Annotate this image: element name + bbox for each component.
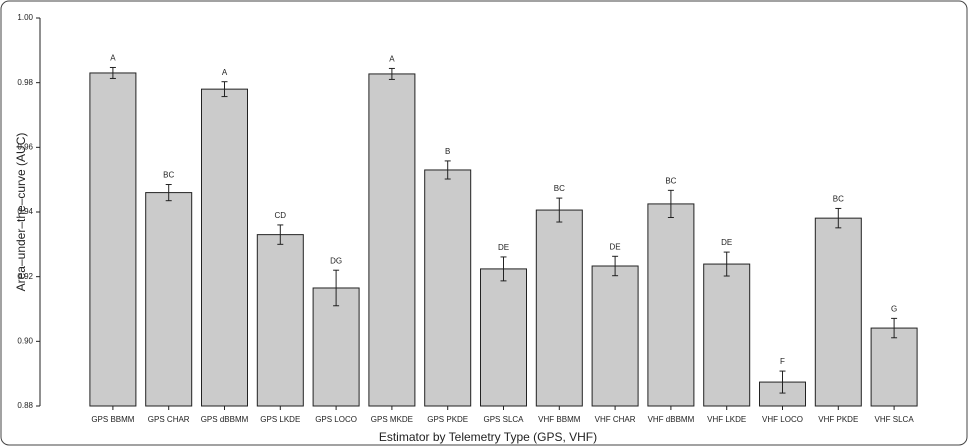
group-letter: A: [389, 55, 395, 64]
y-tick-label: 0.88: [17, 401, 33, 410]
group-letter: A: [222, 68, 228, 77]
x-tick-label: VHF LKDE: [707, 415, 746, 424]
x-tick-label: VHF SLCA: [875, 415, 915, 424]
x-axis-label: Estimator by Telemetry Type (GPS, VHF): [379, 430, 597, 444]
bar: [480, 268, 527, 407]
bar: [145, 192, 193, 407]
bar: [814, 217, 862, 407]
bar: [647, 203, 695, 407]
x-tick-label: GPS SLCA: [483, 415, 524, 424]
x-tick-label: GPS LKDE: [260, 415, 300, 424]
bar: [703, 263, 751, 407]
x-tick-label: VHF dBBMM: [648, 415, 695, 424]
y-tick-label: 0.90: [17, 336, 33, 345]
group-letter: B: [445, 147, 450, 156]
bar: [591, 265, 639, 407]
x-tick-label: GPS BBMM: [91, 415, 134, 424]
bar: [201, 88, 248, 407]
x-tick-label: GPS MKDE: [371, 415, 413, 424]
x-tick-label: GPS LOCO: [315, 415, 357, 424]
x-tick-label: GPS PKDE: [427, 415, 468, 424]
group-letter: BC: [665, 176, 676, 185]
group-letter: DE: [721, 238, 732, 247]
y-axis-label: Area–under–the–curve (AUC): [14, 133, 28, 292]
y-tick-label: 0.92: [17, 272, 33, 281]
bar: [368, 73, 416, 407]
group-letter: F: [780, 357, 785, 366]
bar: [424, 169, 472, 407]
y-tick-label: 0.94: [17, 207, 33, 216]
group-letter: A: [110, 54, 116, 63]
group-letter: DE: [610, 242, 621, 251]
y-tick-label: 0.96: [17, 142, 33, 151]
x-tick-label: VHF CHAR: [595, 415, 636, 424]
group-letter: DG: [330, 256, 342, 265]
group-letter: BC: [833, 195, 844, 204]
x-tick-label: VHF BBMM: [538, 415, 581, 424]
bar: [535, 209, 583, 407]
group-letter: CD: [275, 211, 287, 220]
bar: [870, 327, 918, 407]
group-letter: BC: [554, 184, 565, 193]
x-tick-label: GPS CHAR: [148, 415, 190, 424]
bar: [89, 72, 137, 407]
bar: [256, 234, 304, 407]
group-letter: BC: [163, 171, 174, 180]
y-tick-label: 1.00: [17, 13, 33, 22]
y-tick-label: 0.98: [17, 78, 33, 87]
group-letter: DE: [498, 243, 509, 252]
group-letter: G: [891, 304, 897, 313]
x-tick-label: VHF LOCO: [762, 415, 803, 424]
x-tick-label: GPS dBBMM: [201, 415, 249, 424]
x-tick-label: VHF PKDE: [818, 415, 858, 424]
